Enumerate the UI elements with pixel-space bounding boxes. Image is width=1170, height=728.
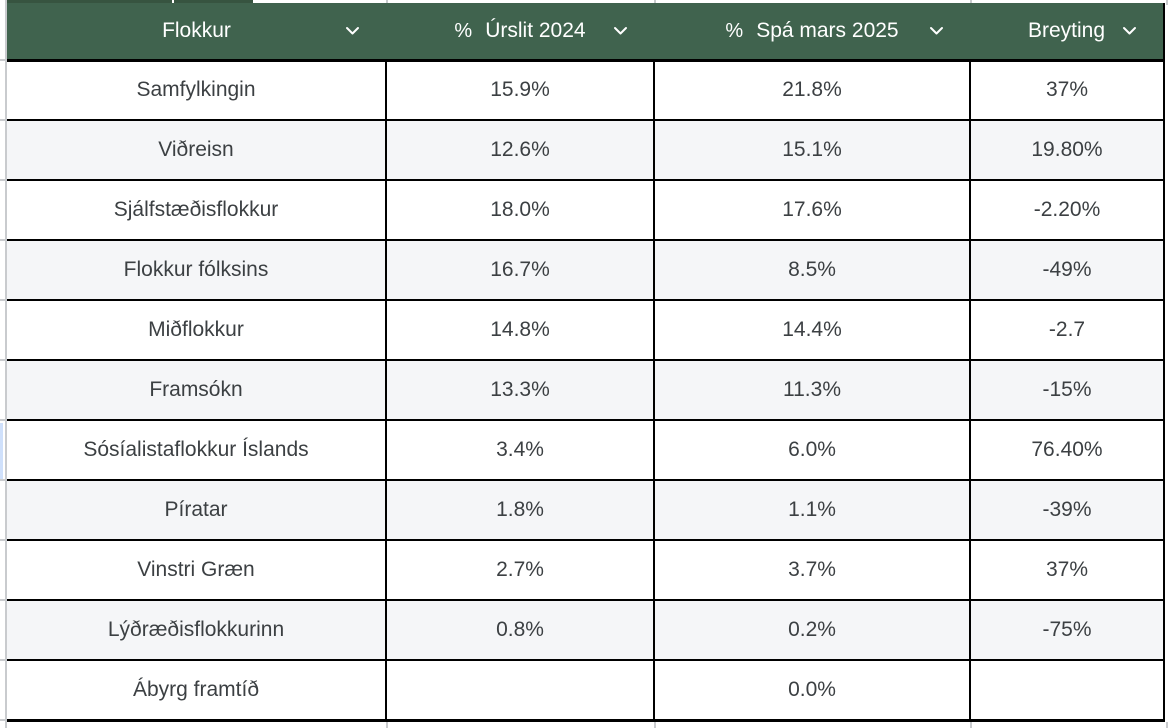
gridline-stub [1166,0,1168,5]
table-cell[interactable]: 17.6% [653,179,971,241]
table-cell[interactable]: -39% [969,479,1165,541]
parties-table: Flokkur % Úrslit 2024 [7,3,1165,722]
table-cell[interactable]: 18.0% [385,179,655,241]
table-cell[interactable]: -2.7 [969,299,1165,361]
table-cell[interactable]: -49% [969,239,1165,301]
table-cell[interactable]: 37% [969,539,1165,601]
table-cell[interactable]: -15% [969,359,1165,421]
table-cell[interactable]: Vinstri Græn [7,539,387,601]
gridline-stub [0,719,7,721]
table-row: Samfylkingin 15.9% 21.8% 37% [7,59,1165,121]
table-row: Sósíalistaflokkur Íslands 3.4% 6.0% 76.40% [7,419,1165,481]
table-row: Píratar 1.8% 1.1% -39% [7,479,1165,541]
table-cell[interactable]: 1.8% [385,479,655,541]
table-cell[interactable]: 2.7% [385,539,655,601]
table-cell[interactable]: 37% [969,59,1165,121]
table-cell[interactable]: Viðreisn [7,119,387,181]
gridline-stub [0,179,7,181]
gridline-stub [0,359,7,361]
gridline-stub [0,239,7,241]
gridline-stub [0,419,7,421]
table-cell[interactable] [385,659,655,722]
table-cell[interactable]: 14.8% [385,299,655,361]
table-row: Sjálfstæðisflokkur 18.0% 17.6% -2.20% [7,179,1165,241]
gridline-stub [0,119,7,121]
table-cell[interactable]: Ábyrg framtíð [7,659,387,722]
sheet-gridline-left [5,0,7,728]
table-cell[interactable]: 13.3% [385,359,655,421]
gridline-stub [0,299,7,301]
gridline-stub [386,0,388,4]
selection-sliver [0,423,3,480]
table-cell[interactable]: 3.7% [653,539,971,601]
table-row: Vinstri Græn 2.7% 3.7% 37% [7,539,1165,601]
gridline-stub [1166,722,1168,728]
percent-type-icon: % [725,19,744,42]
table-cell[interactable]: 14.4% [653,299,971,361]
column-header-breyting[interactable]: Breyting [970,3,1165,62]
table-cell[interactable]: Sjálfstæðisflokkur [7,179,387,241]
gridline-stub [0,479,7,481]
row-above-cell-fill [174,0,253,4]
table-cell[interactable]: 0.8% [385,599,655,661]
table-row: Ábyrg framtíð 0.0% [7,659,1165,722]
table-cell[interactable]: 21.8% [653,59,971,121]
table-cell[interactable]: 12.6% [385,119,655,181]
gridline-stub [386,722,388,728]
gridline-stub [654,0,656,4]
table-cell[interactable]: Framsókn [7,359,387,421]
table-cell[interactable]: 16.7% [385,239,655,301]
table-cell[interactable]: Píratar [7,479,387,541]
column-header-flokkur[interactable]: Flokkur [7,3,386,62]
table-body: Samfylkingin 15.9% 21.8% 37% Viðreisn 12.6% 15… [7,59,1165,722]
table-row: Framsókn 13.3% 11.3% -15% [7,359,1165,421]
table-cell[interactable]: Lýðræðisflokkurinn [7,599,387,661]
table-cell[interactable]: 19.80% [969,119,1165,181]
chevron-down-icon[interactable] [345,26,360,36]
gridline-stub [0,539,7,541]
table-cell[interactable]: Flokkur fólksins [7,239,387,301]
gridline-stub [970,722,972,728]
table-row: Lýðræðisflokkurinn 0.8% 0.2% -75% [7,599,1165,661]
column-header-label: Breyting [1027,18,1106,42]
chevron-down-icon[interactable] [1122,26,1137,36]
table-cell[interactable]: 3.4% [385,419,655,481]
column-header-label: Spá mars 2025 [756,19,899,42]
table-cell[interactable]: -2.20% [969,179,1165,241]
table-row: Viðreisn 12.6% 15.1% 19.80% [7,119,1165,181]
row-above-cell-fill [5,0,172,4]
table-cell[interactable]: Sósíalistaflokkur Íslands [7,419,387,481]
percent-type-icon: % [454,19,473,42]
column-header-label: Flokkur [162,18,231,42]
table-cell[interactable]: Miðflokkur [7,299,387,361]
chevron-down-icon[interactable] [613,26,628,36]
table-cell[interactable]: Samfylkingin [7,59,387,121]
table-cell[interactable]: 6.0% [653,419,971,481]
table-row: Miðflokkur 14.8% 14.4% -2.7 [7,299,1165,361]
table-header-row: Flokkur % Úrslit 2024 [7,3,1165,62]
gridline-stub [654,722,656,728]
table-cell[interactable]: 8.5% [653,239,971,301]
table-cell[interactable]: -75% [969,599,1165,661]
table-cell[interactable]: 1.1% [653,479,971,541]
column-header-spa-mars-2025[interactable]: % Spá mars 2025 [654,3,970,62]
table-cell[interactable]: 15.9% [385,59,655,121]
table-row: Flokkur fólksins 16.7% 8.5% -49% [7,239,1165,301]
gridline-stub [970,0,972,4]
table-cell[interactable] [969,659,1165,722]
table-cell[interactable]: 76.40% [969,419,1165,481]
chevron-down-icon[interactable] [929,26,944,36]
gridline-stub [0,659,7,661]
table-cell[interactable]: 0.0% [653,659,971,722]
table-cell[interactable]: 15.1% [653,119,971,181]
column-header-label: Úrslit 2024 [485,19,586,42]
table-cell[interactable]: 0.2% [653,599,971,661]
table-cell[interactable]: 11.3% [653,359,971,421]
gridline-stub [0,599,7,601]
column-header-urslit-2024[interactable]: % Úrslit 2024 [386,3,654,62]
gridline-stub [0,59,7,61]
